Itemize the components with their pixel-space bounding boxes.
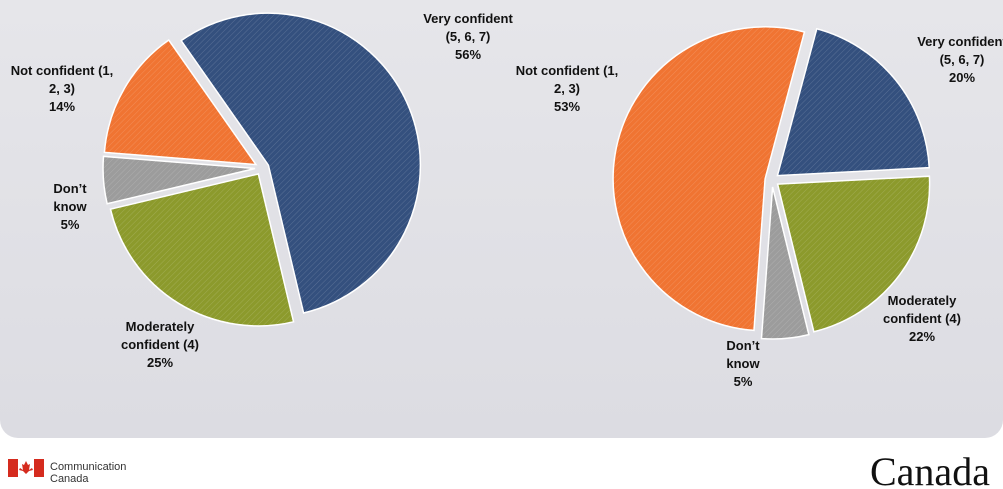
slice-label: Moderately confident (4)22% — [867, 292, 977, 346]
category-label: Very confident (5, 6, 7) — [423, 10, 513, 46]
value-label: 53% — [512, 98, 622, 116]
slice-label: Very confident (5, 6, 7)20% — [917, 33, 1003, 87]
category-label: Not confident (1, 2, 3) — [512, 62, 622, 98]
slice-label: Not confident (1, 2, 3)14% — [7, 62, 117, 116]
category-label: Don’t know — [708, 337, 778, 373]
page: Communication Canada Canada Very confide… — [0, 0, 1003, 489]
department-name: Communication Canada — [50, 461, 126, 485]
category-label: Moderately confident (4) — [110, 318, 210, 354]
value-label: 5% — [35, 216, 105, 234]
category-label: Not confident (1, 2, 3) — [7, 62, 117, 98]
value-label: 22% — [867, 328, 977, 346]
value-label: 5% — [708, 373, 778, 391]
slice-label: Moderately confident (4)25% — [110, 318, 210, 372]
department-line: Canada — [50, 473, 126, 485]
value-label: 56% — [423, 46, 513, 64]
value-label: 14% — [7, 98, 117, 116]
slice-texture — [777, 29, 929, 176]
department-line: Communication — [50, 461, 126, 473]
charts — [0, 0, 1003, 438]
category-label: Moderately confident (4) — [867, 292, 977, 328]
value-label: 20% — [917, 69, 1003, 87]
slice-label: Very confident (5, 6, 7)56% — [423, 10, 513, 64]
value-label: 25% — [110, 354, 210, 372]
category-label: Very confident (5, 6, 7) — [917, 33, 1003, 69]
category-label: Don’t know — [35, 180, 105, 216]
slice-label: Not confident (1, 2, 3)53% — [512, 62, 622, 116]
canada-wordmark: Canada — [870, 448, 990, 489]
